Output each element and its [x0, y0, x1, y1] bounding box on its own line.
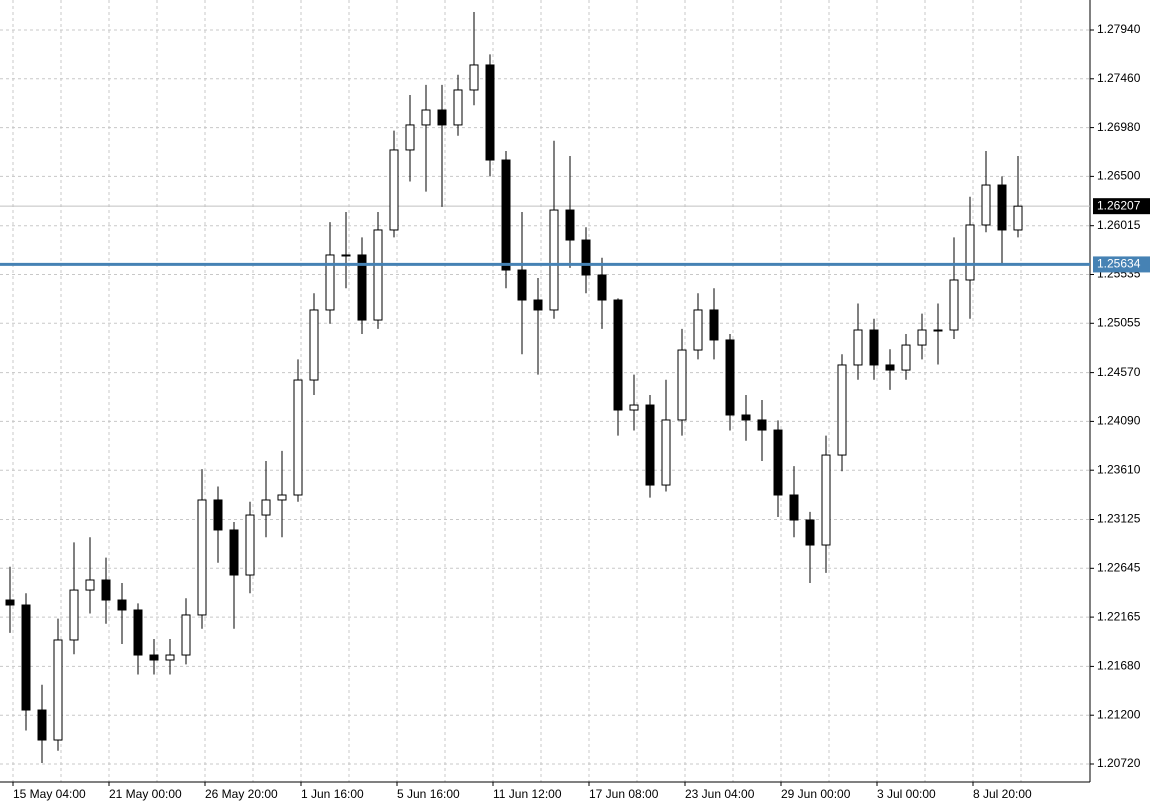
candle-body — [757, 419, 767, 431]
candle-body — [453, 89, 463, 126]
candle-body — [597, 274, 607, 301]
candle-body — [709, 309, 719, 341]
candle-body — [917, 329, 927, 346]
candle-body — [965, 224, 975, 281]
y-tick-label: 1.24570 — [1097, 365, 1141, 379]
x-tick-label: 15 May 04:00 — [13, 787, 86, 801]
y-tick-label: 1.22165 — [1097, 609, 1141, 623]
candle-body — [693, 309, 703, 351]
candle-body — [101, 579, 111, 601]
x-tick-label: 26 May 20:00 — [205, 787, 278, 801]
x-tick-label: 8 Jul 20:00 — [973, 787, 1032, 801]
candle-body — [661, 419, 671, 486]
candle-body — [533, 299, 543, 311]
y-tick-label: 1.25055 — [1097, 315, 1141, 329]
x-tick-label: 3 Jul 00:00 — [877, 787, 936, 801]
x-tick-label: 23 Jun 04:00 — [685, 787, 755, 801]
level-label: 1.25634 — [1097, 257, 1141, 271]
candle-body — [213, 499, 223, 531]
candle-body — [309, 309, 319, 381]
candle-body — [901, 344, 911, 371]
candle-body — [197, 499, 207, 616]
candle-body — [261, 499, 271, 516]
candle-body — [69, 589, 79, 641]
candle-body — [389, 149, 399, 231]
candle-body — [581, 239, 591, 276]
candle-body — [149, 654, 159, 661]
y-tick-label: 1.23610 — [1097, 462, 1141, 476]
y-tick-label: 1.26015 — [1097, 218, 1141, 232]
candle-body — [549, 209, 559, 311]
candle-body — [773, 429, 783, 496]
y-tick-label: 1.27460 — [1097, 71, 1141, 85]
candle-body — [645, 404, 655, 486]
candle-body — [517, 269, 527, 301]
candle-body — [181, 614, 191, 656]
candle-body — [5, 599, 15, 606]
candle-body — [277, 494, 287, 501]
y-tick-label: 1.22645 — [1097, 560, 1141, 574]
x-tick-label: 17 Jun 08:00 — [589, 787, 659, 801]
y-tick-label: 1.26980 — [1097, 120, 1141, 134]
candle-body — [469, 64, 479, 91]
x-tick-label: 29 Jun 00:00 — [781, 787, 851, 801]
candle-body — [725, 339, 735, 416]
candle-body — [741, 414, 751, 421]
candle-body — [245, 514, 255, 576]
candle-body — [997, 184, 1007, 231]
candle-body — [501, 159, 511, 271]
candle-body — [53, 639, 63, 741]
candle-body — [341, 254, 351, 257]
candle-body — [565, 209, 575, 241]
x-tick-label: 1 Jun 16:00 — [301, 787, 364, 801]
level-label-bg — [1093, 256, 1150, 273]
candle-body — [677, 349, 687, 421]
candle-body — [805, 519, 815, 546]
y-tick-label: 1.21200 — [1097, 707, 1141, 721]
candle-body — [1013, 205, 1023, 231]
candle-body — [837, 364, 847, 456]
y-tick-label: 1.27940 — [1097, 22, 1141, 36]
candle-body — [613, 299, 623, 411]
candle-body — [869, 329, 879, 366]
y-tick-label: 1.23125 — [1097, 512, 1141, 526]
candle-body — [133, 609, 143, 656]
y-tick-label: 1.26500 — [1097, 169, 1141, 183]
candle-body — [325, 254, 335, 311]
candle-body — [117, 599, 127, 611]
y-tick-label: 1.24090 — [1097, 414, 1141, 428]
candle-body — [629, 404, 639, 411]
candle-body — [853, 329, 863, 366]
candle-body — [789, 494, 799, 521]
candle-body — [933, 329, 943, 332]
candle-body — [421, 109, 431, 126]
candle-body — [85, 579, 95, 591]
candle-body — [21, 604, 31, 711]
candle-body — [885, 364, 895, 371]
candle-body — [437, 109, 447, 126]
candle-body — [485, 64, 495, 161]
x-tick-label: 5 Jun 16:00 — [397, 787, 460, 801]
candle-body — [37, 709, 47, 741]
candle-body — [405, 124, 415, 151]
current-price-bg — [1093, 198, 1150, 215]
candle-body — [165, 654, 175, 661]
candle-body — [821, 454, 831, 546]
candle-body — [357, 254, 367, 321]
candle-body — [293, 379, 303, 496]
candle-body — [981, 184, 991, 226]
x-tick-label: 11 Jun 12:00 — [493, 787, 562, 801]
candle-body — [229, 529, 239, 576]
x-tick-label: 21 May 00:00 — [109, 787, 182, 801]
current-price-label: 1.26207 — [1097, 198, 1141, 212]
candle-body — [373, 229, 383, 321]
candle-body — [949, 279, 959, 331]
y-tick-label: 1.21680 — [1097, 659, 1141, 673]
y-tick-label: 1.20720 — [1097, 756, 1141, 770]
